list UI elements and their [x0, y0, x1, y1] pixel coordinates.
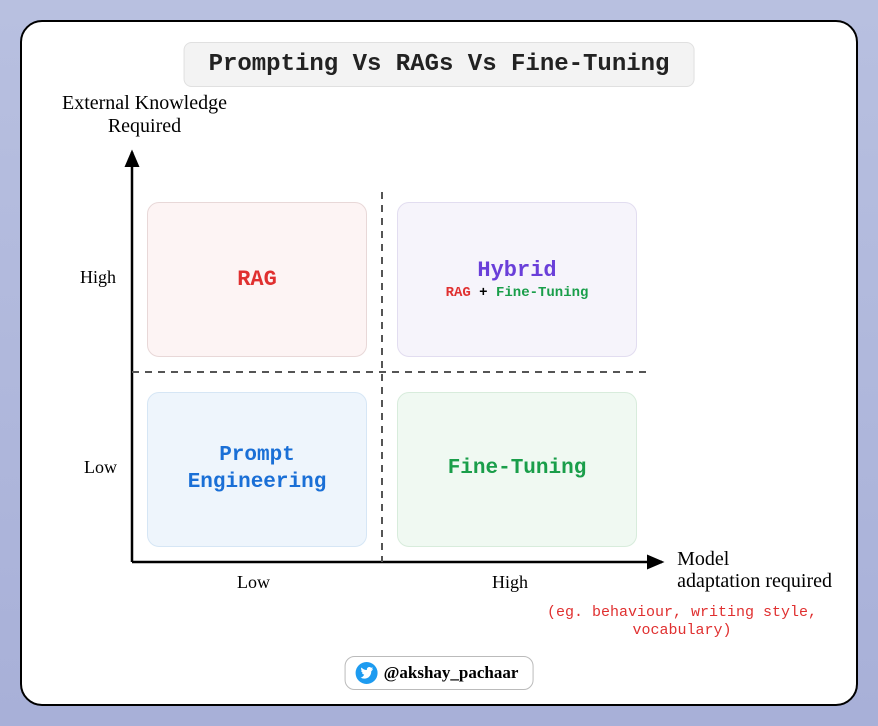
quadrant-rag-label: RAG — [237, 266, 277, 294]
quadrant-prompt-line2: Engineering — [188, 470, 327, 496]
quadrant-rag: RAG — [147, 202, 367, 357]
x-axis-sublabel: (eg. behaviour, writing style, vocabular… — [532, 604, 832, 640]
hybrid-sub-ft: Fine-Tuning — [496, 285, 588, 301]
diagram-card: Prompting Vs RAGs Vs Fine-Tuning Externa… — [20, 20, 858, 706]
y-tick-low: Low — [84, 457, 117, 478]
quadrant-prompt-line1: Prompt — [219, 443, 295, 469]
x-tick-low: Low — [237, 572, 270, 593]
quadrant-hybrid-label: Hybrid — [477, 257, 556, 285]
x-axis-label-line1: Model — [677, 548, 729, 570]
hybrid-sub-rag: RAG — [446, 285, 471, 301]
quadrant-hybrid-sub: RAG + Fine-Tuning — [446, 285, 589, 303]
y-tick-high: High — [80, 267, 116, 288]
quadrant-hybrid: Hybrid RAG + Fine-Tuning — [397, 202, 637, 357]
x-axis-sub-line1: (eg. behaviour, writing style, — [547, 604, 817, 621]
credit-pill[interactable]: @akshay_pachaar — [345, 656, 534, 690]
quadrant-finetune: Fine-Tuning — [397, 392, 637, 547]
twitter-icon — [356, 662, 378, 684]
quadrant-finetune-label: Fine-Tuning — [448, 456, 587, 482]
quadrant-prompt: Prompt Engineering — [147, 392, 367, 547]
title-pill: Prompting Vs RAGs Vs Fine-Tuning — [184, 42, 695, 87]
x-axis-sub-line2: vocabulary) — [632, 622, 731, 639]
x-tick-high: High — [492, 572, 528, 593]
chart-area: External Knowledge Required RAG Hybrid — [62, 92, 822, 652]
x-axis-label: Model adaptation required — [677, 548, 832, 592]
hybrid-sub-plus: + — [471, 285, 496, 301]
credit-handle: @akshay_pachaar — [384, 663, 519, 683]
title-text: Prompting Vs RAGs Vs Fine-Tuning — [209, 51, 670, 78]
x-axis-label-line2: adaptation required — [677, 570, 832, 592]
